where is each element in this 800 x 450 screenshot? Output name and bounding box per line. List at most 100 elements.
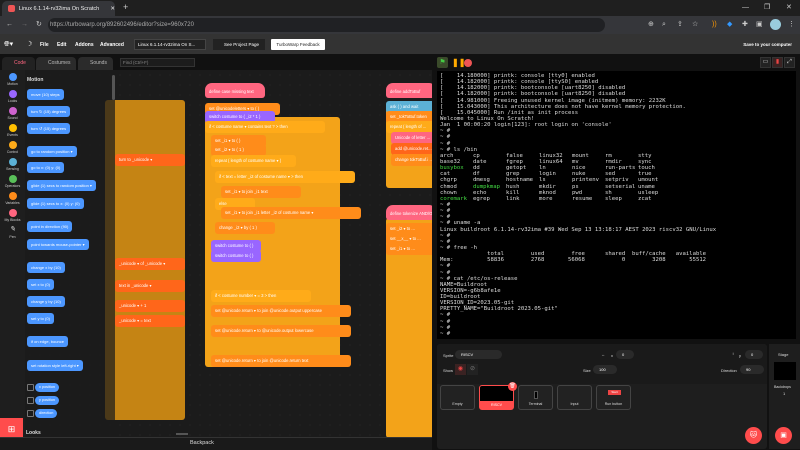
browser-tab[interactable]: Linux 6.1.14-rv32ima On Scratch ✕ bbox=[2, 1, 115, 16]
palette-block[interactable]: turn ↺ (15) degrees bbox=[27, 123, 71, 134]
code-block-variables[interactable]: set @unicode.return ▾ to join @unicode.r… bbox=[211, 355, 351, 367]
sprite-tile[interactable]: Run button Start bbox=[596, 385, 631, 410]
see-project-page-button[interactable]: See Project Page bbox=[213, 39, 265, 50]
code-block-looks[interactable]: switch costume to ( ) bbox=[211, 250, 261, 262]
rss-extension-icon[interactable]: )) bbox=[712, 21, 717, 28]
find-input[interactable]: Find (Ctrl+F) bbox=[120, 58, 195, 67]
palette-scrollbar[interactable] bbox=[112, 75, 115, 100]
code-block-custom[interactable]: define case missing text bbox=[205, 83, 265, 98]
palette-block[interactable]: set y to (0) bbox=[27, 313, 54, 324]
gem-extension-icon[interactable]: ◆ bbox=[727, 21, 733, 28]
code-block-custom[interactable]: define addToBuf bbox=[386, 83, 432, 98]
code-block-looks[interactable]: switch costume to ( _i2 * 1 ) bbox=[205, 111, 275, 123]
palette-block[interactable]: change x by (10) bbox=[27, 262, 65, 273]
direction-input[interactable]: 90 bbox=[740, 365, 764, 374]
code-block-list[interactable]: _unicode ▾ + 1 bbox=[115, 300, 185, 312]
code-block-variables[interactable]: set _i1 ▾ to join _i1 text bbox=[221, 186, 301, 198]
green-flag-button[interactable]: ⚑ bbox=[437, 57, 448, 68]
palette-block[interactable]: set x to (0) bbox=[27, 279, 54, 290]
sprite-tile[interactable]: Empty bbox=[440, 385, 475, 410]
code-block-variables[interactable]: set __x__ ▾ to ... bbox=[386, 233, 432, 245]
palette-block[interactable]: go to random position ▾ bbox=[27, 146, 77, 157]
choose-sprite-button[interactable]: 🐱︎ bbox=[745, 427, 762, 444]
install-icon[interactable]: ⊕ bbox=[648, 21, 654, 28]
code-block-control[interactable]: if < text = letter _i2 of costume name ▾… bbox=[215, 171, 355, 183]
language-globe-icon[interactable]: 🌐︎▾ bbox=[4, 41, 14, 48]
code-block-custom[interactable]: define tokenize AND/OR bbox=[386, 205, 432, 220]
menu-addons[interactable]: Addons bbox=[75, 42, 94, 48]
code-block-variables[interactable]: set @unicode.return ▾ to @unicode.output… bbox=[211, 325, 351, 337]
bookmark-star-icon[interactable]: ☆ bbox=[692, 21, 699, 28]
category-control[interactable]: Control bbox=[0, 141, 25, 154]
palette-block[interactable]: change y by (10) bbox=[27, 296, 65, 307]
project-title-input[interactable]: Linux 6.1.14-rv32ima On S... bbox=[134, 39, 206, 50]
code-block-list[interactable]: _unicode ▾ of _unicode ▾ bbox=[115, 258, 185, 270]
minimize-button[interactable]: — bbox=[742, 4, 749, 11]
code-block-variables[interactable]: change _i2 ▾ by ( 1 ) bbox=[215, 222, 275, 234]
code-block-control[interactable]: if < costume name ▾ contains text ? > th… bbox=[205, 121, 325, 133]
palette-block[interactable]: go to x: (0) y: (0) bbox=[27, 162, 65, 173]
profile-avatar[interactable] bbox=[770, 19, 781, 30]
extensions-puzzle-icon[interactable]: ✚ bbox=[742, 21, 748, 28]
code-block-list[interactable]: add @unicode.ret... bbox=[391, 143, 432, 155]
browser-menu-icon[interactable]: ⋮ bbox=[788, 21, 795, 28]
forward-icon[interactable]: → bbox=[21, 21, 28, 28]
y-input[interactable]: 0 bbox=[745, 350, 763, 359]
code-block-variables[interactable]: set _tokToBuf.token bbox=[386, 111, 432, 123]
add-extension-button[interactable]: ⊞ bbox=[0, 418, 23, 440]
menu-file[interactable]: File bbox=[40, 42, 49, 48]
code-block-variables[interactable]: set _i1 ▾ to join _i1 letter _i2 of cost… bbox=[221, 207, 361, 219]
category-sound[interactable]: Sound bbox=[0, 107, 25, 120]
palette-block[interactable]: turn ↻ (15) degrees bbox=[27, 106, 71, 117]
code-block-list[interactable]: _unicode ▾ = text bbox=[115, 315, 185, 327]
maximize-button[interactable]: ❐ bbox=[764, 4, 771, 11]
palette-block[interactable]: point in direction (90) bbox=[27, 221, 73, 232]
code-block-list[interactable]: text in _unicode ▾ bbox=[115, 280, 185, 292]
palette-block[interactable]: glide (1) secs to random position ▾ bbox=[27, 180, 96, 191]
stop-button[interactable] bbox=[464, 59, 472, 67]
palette-block[interactable]: move (10) steps bbox=[27, 89, 64, 100]
code-block-variables[interactable]: set _i2 ▾ to ( 1 ) bbox=[211, 144, 266, 156]
code-block-variables[interactable]: set @unicode.return ▾ to join @unicode.o… bbox=[211, 305, 351, 317]
tab-costumes[interactable]: Costumes bbox=[36, 57, 76, 70]
palette-block[interactable]: point towards mouse-pointer ▾ bbox=[27, 239, 89, 250]
code-block-looks[interactable]: switch costume to ( ) bbox=[211, 240, 261, 252]
save-to-computer-button[interactable]: Save to your computer bbox=[743, 42, 792, 47]
backpack-bar[interactable] bbox=[0, 437, 432, 450]
choose-backdrop-button[interactable]: ▣ bbox=[775, 427, 792, 444]
theme-moon-icon[interactable]: ☽ bbox=[26, 41, 33, 48]
code-scrollbar[interactable] bbox=[176, 433, 188, 435]
menu-edit[interactable]: Edit bbox=[57, 42, 67, 48]
reporter-checkbox[interactable] bbox=[27, 384, 34, 391]
category-my-blocks[interactable]: My Blocks bbox=[0, 209, 25, 222]
category-sensing[interactable]: Sensing bbox=[0, 158, 25, 171]
close-window-button[interactable]: ✕ bbox=[786, 4, 792, 11]
show-visible-button[interactable]: ◉ bbox=[455, 364, 466, 375]
code-block-control[interactable]: repeat ( length of costume name ▾ ) bbox=[211, 155, 296, 167]
sprite-name-input[interactable]: RISCV bbox=[455, 350, 502, 359]
code-block-variables[interactable]: set _i2 ▾ to ... bbox=[386, 223, 432, 235]
large-stage-button[interactable]: ▮ bbox=[772, 57, 783, 68]
palette-block[interactable]: glide (1) secs to x: (0) y: (0) bbox=[27, 198, 84, 209]
sprite-tile[interactable]: Input bbox=[557, 385, 592, 410]
back-icon[interactable]: ← bbox=[6, 21, 13, 28]
share-icon[interactable]: ⇪ bbox=[677, 21, 683, 28]
palette-block[interactable]: set rotation style left-right ▾ bbox=[27, 360, 83, 371]
zoom-icon[interactable]: ⌕ bbox=[662, 21, 666, 28]
url-field[interactable] bbox=[48, 18, 306, 32]
stage-terminal[interactable]: [ 14.180000] printk: console [tty0] enab… bbox=[437, 71, 796, 339]
code-block-sensing[interactable]: ask ( ) and wait bbox=[386, 101, 432, 113]
reporter-block[interactable]: y position bbox=[35, 396, 60, 405]
category-variables[interactable]: Variables bbox=[0, 192, 25, 205]
category-operators[interactable]: Operators bbox=[0, 175, 25, 188]
delete-sprite-button[interactable]: 🗑︎ bbox=[508, 382, 517, 391]
pause-button[interactable]: ❚❚ bbox=[452, 58, 466, 67]
x-input[interactable]: 0 bbox=[616, 350, 634, 359]
size-input[interactable]: 100 bbox=[593, 365, 617, 374]
small-stage-button[interactable]: ▭ bbox=[760, 57, 771, 68]
code-block-control[interactable]: if < costume number ▾ = 3 > then bbox=[211, 290, 311, 302]
code-block-control[interactable]: repeat ( length of ... bbox=[386, 121, 432, 133]
url-text[interactable]: https://turbowarp.org/892602496/editor?s… bbox=[50, 22, 194, 28]
code-block-list[interactable]: turn to _unicode ▾ bbox=[115, 154, 185, 166]
backpack-label[interactable]: Backpack bbox=[190, 440, 214, 446]
